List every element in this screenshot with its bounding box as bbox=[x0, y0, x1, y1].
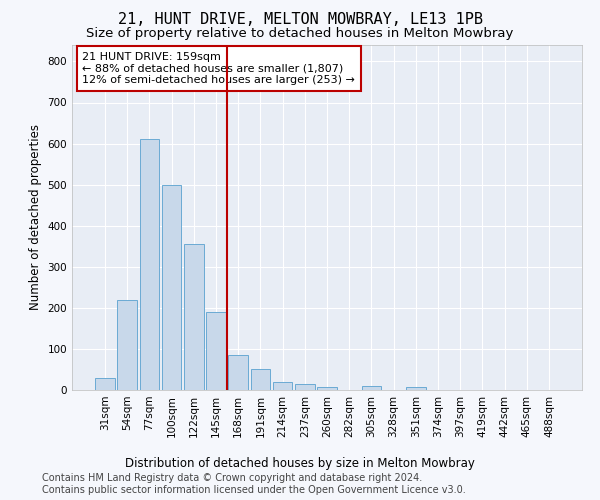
Bar bbox=[229, 355, 248, 390]
Bar bbox=[206, 312, 226, 390]
Text: Distribution of detached houses by size in Melton Mowbray: Distribution of detached houses by size … bbox=[125, 458, 475, 470]
Bar bbox=[273, 382, 292, 390]
Bar bbox=[140, 140, 159, 390]
Text: 21, HUNT DRIVE, MELTON MOWBRAY, LE13 1PB: 21, HUNT DRIVE, MELTON MOWBRAY, LE13 1PB bbox=[118, 12, 482, 28]
Bar bbox=[95, 378, 115, 390]
Bar bbox=[184, 244, 203, 390]
Text: 21 HUNT DRIVE: 159sqm
← 88% of detached houses are smaller (1,807)
12% of semi-d: 21 HUNT DRIVE: 159sqm ← 88% of detached … bbox=[82, 52, 355, 85]
Text: Size of property relative to detached houses in Melton Mowbray: Size of property relative to detached ho… bbox=[86, 28, 514, 40]
Bar bbox=[406, 386, 425, 390]
Text: Contains HM Land Registry data © Crown copyright and database right 2024.
Contai: Contains HM Land Registry data © Crown c… bbox=[42, 474, 466, 495]
Bar bbox=[362, 386, 381, 390]
Bar bbox=[162, 184, 181, 390]
Bar bbox=[251, 370, 270, 390]
Bar bbox=[295, 384, 314, 390]
Y-axis label: Number of detached properties: Number of detached properties bbox=[29, 124, 42, 310]
Bar bbox=[317, 386, 337, 390]
Bar bbox=[118, 300, 137, 390]
